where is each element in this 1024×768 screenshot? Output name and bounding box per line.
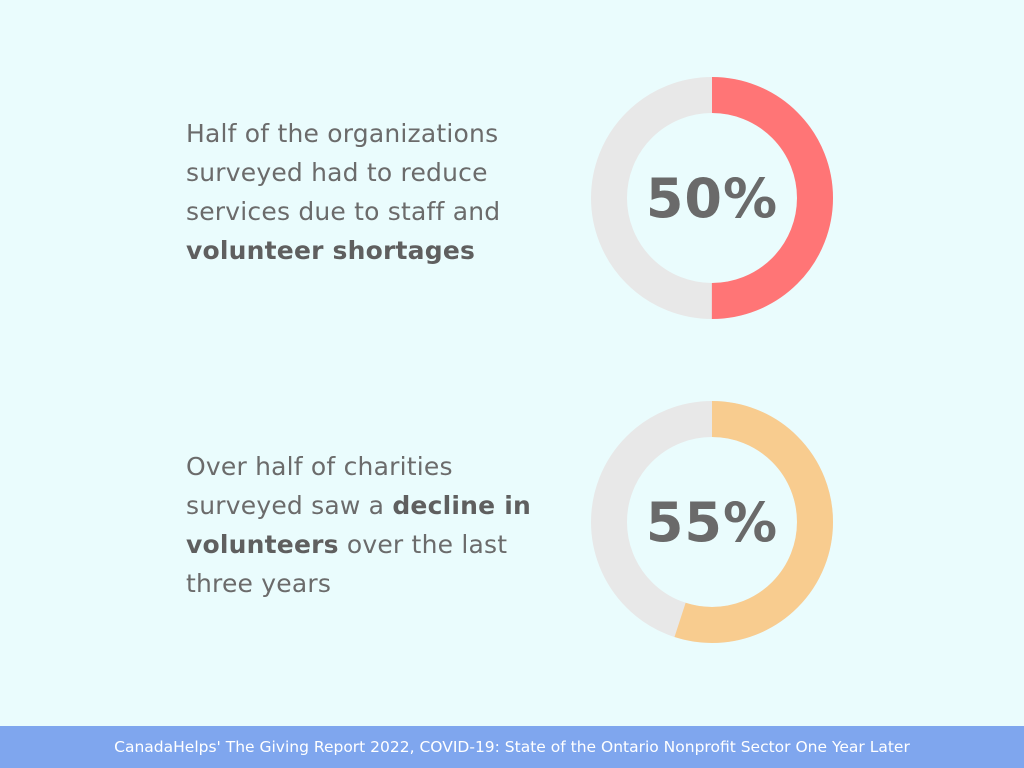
stat-description: Half of the organizations surveyed had t… xyxy=(186,114,546,270)
source-footer: CanadaHelps' The Giving Report 2022, COV… xyxy=(0,726,1024,768)
donut-center-value: 55% xyxy=(645,490,779,554)
donut-center-value: 50% xyxy=(645,166,779,230)
donut-chart: 55% xyxy=(590,400,834,644)
stat-description-text: Half of the organizations surveyed had t… xyxy=(186,119,501,226)
stat-description-text: Over half of charities surveyed saw a xyxy=(186,452,453,520)
stat-description-emphasis: volunteer shortages xyxy=(186,236,476,265)
stat-description-tail: over the last three years xyxy=(186,530,508,598)
source-citation: CanadaHelps' The Giving Report 2022, COV… xyxy=(114,738,910,756)
stat-description-emphasis: decline in volunteers xyxy=(186,491,531,559)
donut-value-arc xyxy=(591,401,833,643)
donut-chart: 50% xyxy=(590,76,834,320)
stat-description: Over half of charities surveyed saw a de… xyxy=(186,447,546,603)
donut-chart-svg xyxy=(591,77,833,319)
donut-chart-svg xyxy=(591,401,833,643)
donut-value-arc xyxy=(591,77,833,319)
